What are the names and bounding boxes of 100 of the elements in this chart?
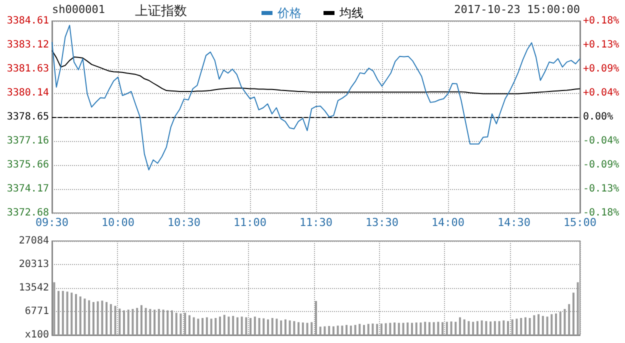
bar	[197, 318, 200, 335]
bar	[354, 324, 356, 335]
bar	[192, 317, 195, 335]
bar	[240, 316, 243, 335]
bar	[450, 321, 452, 335]
bar	[171, 310, 173, 335]
x-tick-label: 11:00	[233, 216, 267, 229]
bar	[572, 292, 574, 335]
bar	[424, 322, 426, 335]
bar	[520, 318, 522, 335]
bar	[288, 320, 291, 335]
bar	[184, 312, 186, 335]
bar	[502, 320, 505, 335]
bar	[332, 326, 334, 335]
y-tick-label: 6771	[24, 306, 49, 317]
y-tick-label: 3381.63	[6, 63, 49, 74]
bar	[372, 324, 374, 335]
y-tick-label: 27084	[18, 236, 49, 246]
bar	[106, 302, 108, 335]
bar	[432, 322, 435, 335]
bar	[468, 321, 470, 335]
bar	[223, 314, 226, 335]
y-tick-label: 20313	[18, 259, 49, 270]
y-tick-label: 13542	[18, 282, 49, 294]
bar	[271, 318, 274, 335]
y2-tick-label: 0.00%	[583, 112, 614, 122]
bar	[84, 298, 86, 335]
bar	[175, 312, 178, 335]
bar	[550, 314, 553, 335]
bar	[232, 316, 234, 335]
x-tick-label: 10:30	[167, 216, 201, 229]
bar	[219, 316, 221, 335]
bar	[367, 324, 370, 335]
bar	[319, 326, 322, 335]
bar	[428, 322, 430, 335]
bar	[132, 308, 134, 335]
bar	[324, 326, 326, 335]
text: 2017-10-23 15:00:00	[454, 3, 580, 16]
bar	[315, 300, 317, 335]
bar	[127, 310, 130, 335]
bar	[472, 322, 474, 335]
bar	[302, 322, 304, 335]
x-tick-label: 14:30	[497, 216, 531, 229]
bar	[402, 322, 404, 335]
bar	[75, 294, 77, 335]
bar	[70, 292, 73, 335]
bar	[214, 318, 217, 335]
bar	[542, 316, 544, 335]
bar	[376, 324, 378, 335]
bar	[53, 282, 56, 335]
bar	[459, 317, 461, 335]
bar	[166, 310, 169, 335]
bar	[494, 321, 496, 335]
bar	[538, 314, 540, 335]
y-tick-label: 3383.12	[6, 39, 49, 50]
y2-tick-label: -0.04%	[583, 136, 620, 146]
bar	[180, 313, 182, 335]
bar	[202, 318, 204, 335]
bar	[79, 296, 82, 335]
bar	[476, 321, 478, 335]
bar	[118, 308, 121, 335]
bar	[58, 290, 60, 335]
y2-tick-label: -0.09%	[583, 160, 620, 170]
bar	[154, 310, 156, 335]
bar	[394, 322, 396, 335]
bar	[162, 310, 164, 335]
bar	[262, 318, 265, 335]
bar	[136, 308, 138, 335]
bar	[533, 315, 536, 335]
bar	[564, 308, 566, 335]
bar	[389, 322, 392, 335]
bar	[516, 318, 518, 335]
x-tick-label: 09:30	[35, 216, 69, 229]
bar	[310, 322, 313, 335]
bar	[576, 282, 579, 335]
line-series	[52, 50, 580, 94]
x-tick-label: 11:30	[299, 216, 333, 229]
bar	[245, 317, 248, 335]
bar	[110, 304, 112, 335]
y-tick-label: x100	[24, 330, 49, 340]
bar	[250, 318, 252, 335]
bar	[101, 300, 104, 335]
bar	[158, 308, 160, 335]
bar	[358, 324, 361, 335]
bar	[411, 322, 413, 335]
bar	[446, 322, 448, 335]
line-series	[52, 24, 580, 170]
bar	[298, 322, 300, 335]
bar	[66, 292, 68, 335]
bar	[267, 319, 269, 335]
y-tick-label: 3377.16	[6, 135, 49, 146]
bar	[507, 321, 509, 335]
bar	[114, 306, 116, 335]
y2-tick-label: -0.13%	[583, 184, 620, 194]
bar	[149, 308, 152, 335]
y2-tick-label: +0.04%	[583, 88, 620, 98]
y-tick-label: 3375.66	[6, 160, 49, 171]
bar	[490, 321, 492, 335]
bar	[328, 326, 330, 335]
bar	[346, 324, 348, 335]
